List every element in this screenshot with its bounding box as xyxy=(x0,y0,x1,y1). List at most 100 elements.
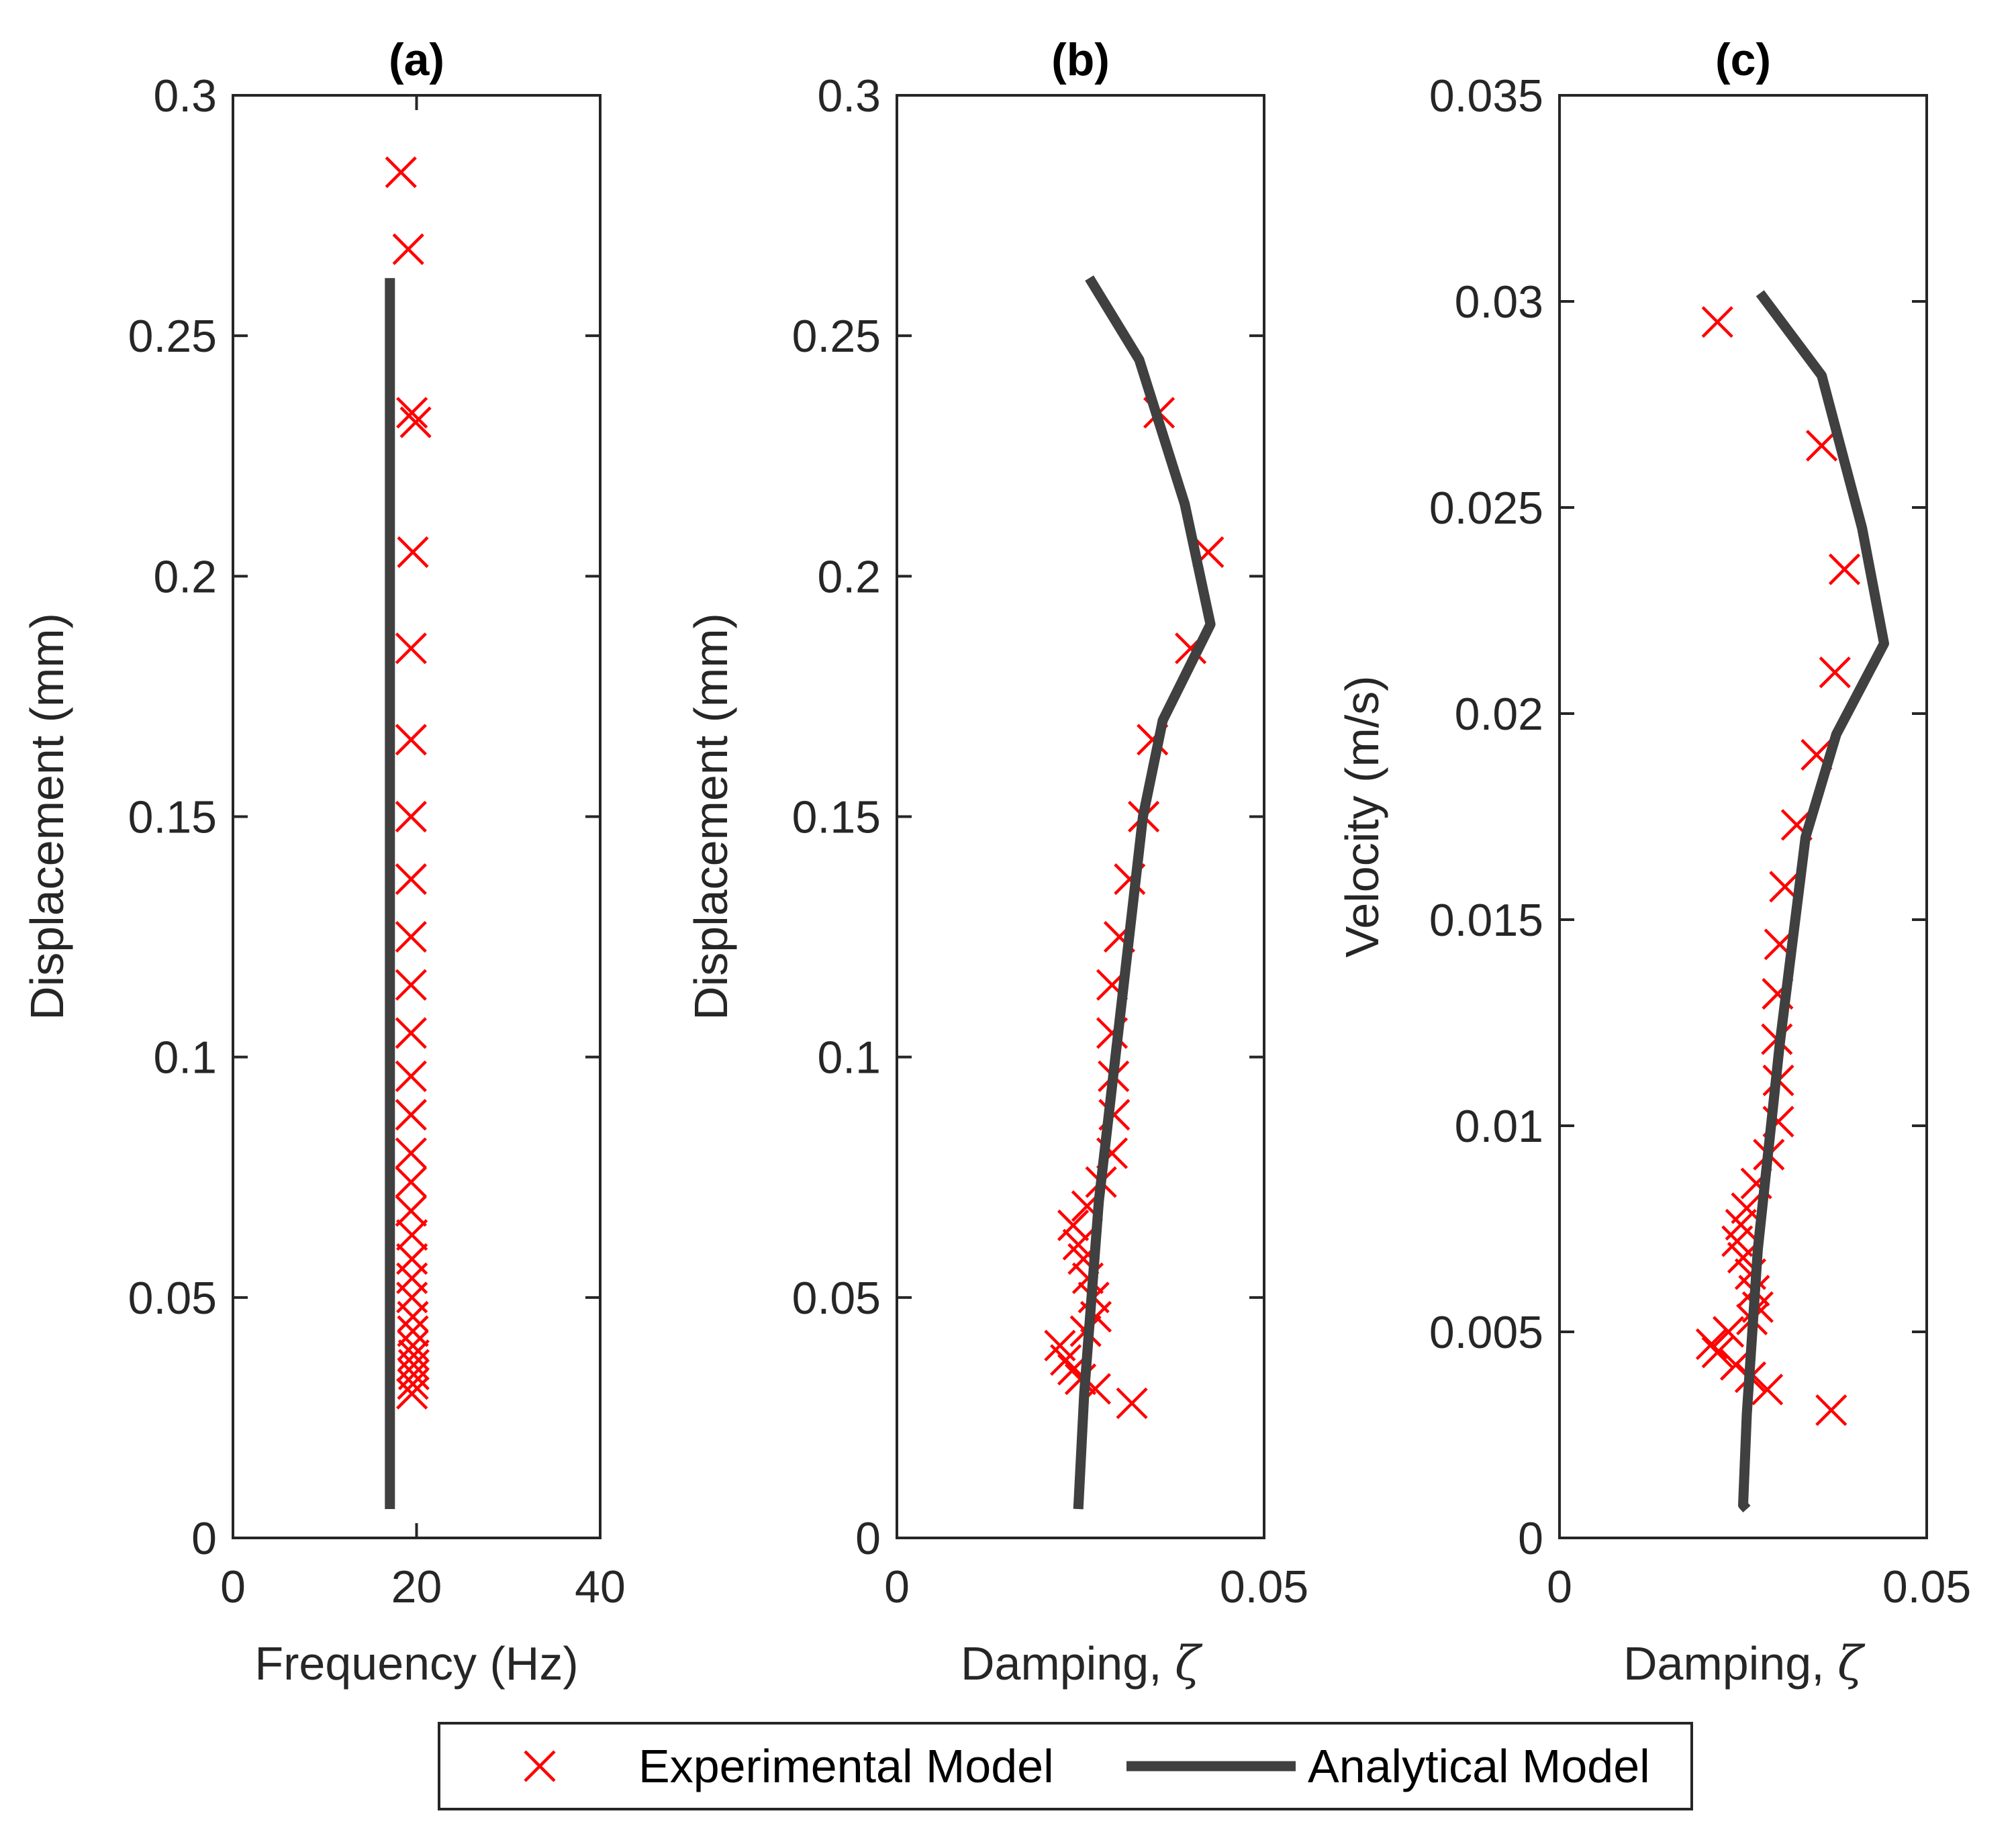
panel-b: (b) Damping, ζ Displacement (mm) 0 0.05 0.… xyxy=(685,34,1308,1691)
panel-a-ytick-label-5: 0.25 xyxy=(128,311,217,362)
panel-b-ytick-label-1: 0.05 xyxy=(792,1273,881,1324)
panel-c-experimental-point-28-stroke-b xyxy=(1815,1394,1847,1426)
panel-c-experimental-point-25-stroke-b xyxy=(1719,1349,1752,1381)
panel-a-experimental-point-17-stroke-b xyxy=(396,1219,428,1251)
panel-c-experimental-point-2 xyxy=(1828,553,1861,585)
legend-experimental-label: Experimental Model xyxy=(638,1740,1054,1792)
panel-c-axes-box xyxy=(1558,94,1928,1539)
panel-c-experimental-point-2-stroke-b xyxy=(1828,553,1861,585)
panel-b-zeta-symbol: ζ xyxy=(1175,1636,1203,1691)
panel-c-experimental-point-0 xyxy=(1701,306,1733,338)
panel-a-experimental-point-7 xyxy=(395,800,427,833)
panel-c-experimental-point-23 xyxy=(1695,1328,1728,1361)
panel-c-experimental-point-0-stroke-b xyxy=(1701,306,1733,338)
panel-c-experimental-point-3 xyxy=(1819,657,1851,689)
panel-b-analytical-line xyxy=(1073,275,1216,1510)
panel-b-ytick-label-5: 0.25 xyxy=(792,311,881,362)
panel-b-experimental-point-22 xyxy=(1050,1344,1082,1376)
panel-a: (a) Frequency (Hz) Displacement (mm) 0 0.… xyxy=(21,34,626,1690)
panel-a-experimental-point-3 xyxy=(399,406,432,438)
panel-a-experimental-point-21-stroke-b xyxy=(397,1300,429,1333)
panel-c-experimental-point-22-stroke-b xyxy=(1713,1316,1745,1348)
panel-a-experimental-point-16-stroke-b xyxy=(395,1195,427,1227)
panel-c-analytical-line xyxy=(1738,290,1889,1513)
panel-b-experimental-point-26-stroke-b xyxy=(1116,1387,1148,1420)
panel-b-x-axis-label: Damping, ζ xyxy=(961,1636,1203,1691)
panel-a-experimental-point-9-stroke-b xyxy=(395,920,427,953)
panel-c-y-axis-label: Velocity (m/s) xyxy=(1336,675,1388,957)
panel-a-experimental-point-8-stroke-b xyxy=(395,863,427,895)
panel-c-ytick-label-6: 0.03 xyxy=(1455,277,1543,328)
panel-b-experimental-point-22-stroke-b xyxy=(1050,1344,1082,1376)
panel-b-axes-box xyxy=(896,94,1265,1539)
panel-a-experimental-point-5-stroke-b xyxy=(395,632,427,665)
panel-a-ytick-label-2: 0.1 xyxy=(153,1032,217,1083)
panel-a-xtick-label-0: 0 xyxy=(220,1561,246,1612)
panel-b-experimental-point-15-stroke-b xyxy=(1062,1228,1094,1261)
panel-c-ytick-label-7: 0.035 xyxy=(1429,70,1543,122)
panel-c: (c) Damping, ζ Velocity (m/s) 0 0.005 0.01… xyxy=(1336,34,1971,1691)
panel-a-experimental-point-9 xyxy=(395,920,427,953)
panel-b-experimental-point-26 xyxy=(1116,1387,1148,1420)
panel-c-ytick-label-1: 0.005 xyxy=(1429,1307,1543,1358)
panel-a-experimental-point-6 xyxy=(395,724,427,756)
panel-c-experimental-point-1-stroke-b xyxy=(1805,430,1838,462)
panel-b-ytick-label-2: 0.1 xyxy=(817,1032,881,1083)
panel-b-experimental-point-14-stroke-b xyxy=(1057,1209,1090,1241)
panel-a-experimental-point-14 xyxy=(395,1137,427,1169)
panel-c-experimental-point-6-stroke-b xyxy=(1769,871,1801,903)
panel-a-experimental-point-17 xyxy=(396,1219,428,1251)
panel-c-experimental-point-16 xyxy=(1721,1225,1754,1257)
panel-a-experimental-point-11 xyxy=(395,1017,427,1049)
panel-c-experimental-point-27-stroke-b xyxy=(1751,1373,1784,1406)
panel-a-experimental-point-21 xyxy=(397,1300,429,1333)
panel-a-title: (a) xyxy=(389,34,444,85)
panel-a-experimental-point-2-stroke-b xyxy=(396,397,428,429)
panel-a-experimental-point-10 xyxy=(395,969,427,1001)
panel-a-experimental-point-0 xyxy=(385,156,417,189)
legend-analytical-label: Analytical Model xyxy=(1308,1740,1650,1792)
panel-a-ytick-label-6: 0.3 xyxy=(153,70,217,122)
panel-a-experimental-point-16 xyxy=(395,1195,427,1227)
panel-a-xtick-label-2: 40 xyxy=(575,1561,626,1612)
legend-marker-x-stroke-b xyxy=(524,1750,556,1782)
legend: Experimental Model Analytical Model xyxy=(438,1722,1693,1810)
panel-a-y-axis-label: Displacement (mm) xyxy=(21,613,73,1020)
panel-c-zeta-symbol: ζ xyxy=(1837,1636,1866,1691)
panel-a-experimental-point-28 xyxy=(396,1377,428,1410)
panel-c-xtick-label-1: 0.05 xyxy=(1882,1561,1971,1612)
panel-a-experimental-point-14-stroke-b xyxy=(395,1137,427,1169)
panel-c-xtick-label-0: 0 xyxy=(1547,1561,1572,1612)
panel-a-experimental-point-2 xyxy=(396,397,428,429)
panel-a-ytick-label-3: 0.15 xyxy=(128,792,217,843)
panel-a-experimental-point-4-stroke-b xyxy=(397,536,429,569)
panel-c-x-axis-label: Damping, ζ xyxy=(1623,1636,1866,1691)
panel-a-experimental-point-1 xyxy=(392,233,424,265)
panel-c-experimental-point-28 xyxy=(1815,1394,1847,1426)
panel-c-experimental-point-22 xyxy=(1713,1316,1745,1348)
panel-a-experimental-point-4 xyxy=(397,536,429,569)
panel-a-ytick-label-0: 0 xyxy=(191,1513,217,1564)
panel-c-title: (c) xyxy=(1715,34,1771,85)
panel-a-experimental-point-8 xyxy=(395,863,427,895)
panel-a-experimental-point-15 xyxy=(395,1166,427,1198)
legend-box xyxy=(438,1722,1693,1810)
legend-experimental-marker xyxy=(524,1750,556,1782)
panel-c-experimental-point-5-stroke-b xyxy=(1780,809,1813,841)
panel-a-ytick-label-1: 0.05 xyxy=(128,1273,217,1324)
panel-c-ytick-label-2: 0.01 xyxy=(1455,1101,1543,1152)
panel-b-xtick-label-0: 0 xyxy=(884,1561,910,1612)
panel-a-experimental-point-27 xyxy=(397,1368,429,1400)
panel-c-experimental-point-3-stroke-b xyxy=(1819,657,1851,689)
panel-c-experimental-point-24-stroke-b xyxy=(1701,1337,1733,1369)
panel-c-experimental-point-14-stroke-b xyxy=(1731,1192,1763,1224)
panel-a-x-axis-label: Frequency (Hz) xyxy=(254,1637,578,1690)
panel-a-experimental-point-10-stroke-b xyxy=(395,969,427,1001)
panel-c-ytick-label-4: 0.02 xyxy=(1455,689,1543,740)
legend-marker-x xyxy=(524,1750,556,1782)
panel-a-experimental-point-22-stroke-b xyxy=(397,1315,429,1347)
panel-a-xtick-label-1: 20 xyxy=(391,1561,442,1612)
panel-a-experimental-point-7-stroke-b xyxy=(395,800,427,833)
panel-a-experimental-point-15-stroke-b xyxy=(395,1166,427,1198)
